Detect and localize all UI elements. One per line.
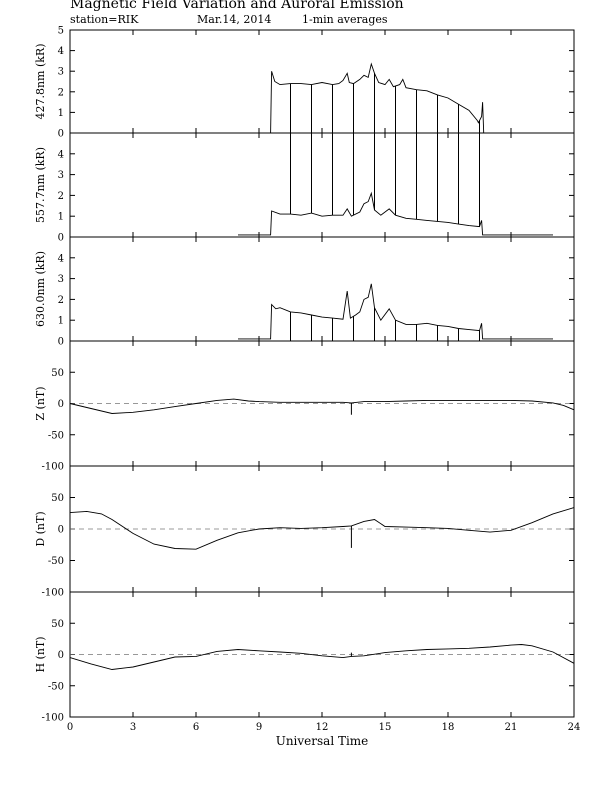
y-tick-label: 4	[58, 149, 64, 160]
panel-5: -100 -50 0 50 H (nT)	[34, 591, 575, 724]
panel-3: -100 -50 0 50 Z (nT)	[34, 340, 575, 473]
series-line	[238, 283, 553, 340]
y-tick-label: 2	[58, 295, 64, 306]
y-axis-label: 557.7nm (kR)	[34, 147, 47, 223]
y-tick-label: 1	[58, 108, 64, 119]
series-line	[69, 644, 575, 670]
panel-1: 0 1 2 3 4 557.7nm (kR)	[34, 132, 575, 244]
y-tick-label: 0	[58, 233, 64, 244]
y-tick-label: -100	[42, 462, 64, 473]
y-tick-label: 0	[58, 525, 64, 536]
y-tick-label: 3	[58, 274, 64, 285]
y-tick-label: 0	[58, 129, 64, 140]
y-tick-label: 3	[58, 67, 64, 78]
y-tick-label: 0	[58, 650, 64, 661]
y-axis-label: 630.0nm (kR)	[34, 251, 47, 327]
x-tick-label: 0	[67, 722, 73, 733]
chart-title: Magnetic Field Variation and Auroral Emi…	[70, 0, 404, 12]
y-axis-label: Z (nT)	[34, 386, 47, 420]
y-tick-label: 50	[51, 493, 64, 504]
date-label: Mar.14, 2014	[197, 13, 272, 26]
series-line	[69, 398, 575, 414]
y-tick-label: 1	[58, 212, 64, 223]
x-tick-label: 24	[568, 722, 581, 733]
y-tick-label: -50	[48, 681, 64, 692]
panel-frame	[69, 236, 575, 342]
panel-frame	[69, 132, 575, 238]
y-axis-label: H (nT)	[34, 636, 47, 672]
y-tick-label: 3	[58, 170, 64, 181]
panel-0: 0 1 2 3 4 5 427.8nm (kR)	[34, 26, 575, 140]
station-label: station=RIK	[70, 13, 139, 26]
x-tick-label: 12	[316, 722, 329, 733]
y-tick-label: 5	[58, 26, 64, 37]
panel-frame	[69, 29, 575, 134]
x-axis-label: Universal Time	[276, 734, 369, 748]
y-tick-label: 0	[58, 337, 64, 348]
y-tick-label: 50	[51, 368, 64, 379]
x-tick-label: 21	[505, 722, 518, 733]
y-tick-label: 2	[58, 87, 64, 98]
y-tick-label: 0	[58, 399, 64, 410]
averaging-label: 1-min averages	[302, 13, 388, 26]
y-tick-label: -100	[42, 588, 64, 599]
series-line	[70, 62, 574, 134]
x-tick-label: 9	[256, 722, 262, 733]
y-tick-label: -100	[42, 713, 64, 724]
x-tick-label: 15	[379, 722, 392, 733]
panel-4: -100 -50 0 50 D (nT)	[34, 465, 575, 599]
y-axis-label: 427.8nm (kR)	[34, 43, 47, 119]
y-tick-label: 2	[58, 191, 64, 202]
y-tick-label: 50	[51, 619, 64, 630]
y-tick-label: -50	[48, 430, 64, 441]
x-tick-label: 3	[130, 722, 136, 733]
y-tick-label: 4	[58, 46, 64, 57]
x-tick-label: 6	[193, 722, 199, 733]
panel-2: 0 1 2 3 4 630.0nm (kR)	[34, 236, 575, 348]
y-tick-label: -50	[48, 556, 64, 567]
x-tick-label: 18	[442, 722, 455, 733]
series-line	[69, 507, 575, 550]
y-tick-label: 4	[58, 253, 64, 264]
y-tick-label: 1	[58, 316, 64, 327]
y-axis-label: D (nT)	[34, 511, 47, 546]
